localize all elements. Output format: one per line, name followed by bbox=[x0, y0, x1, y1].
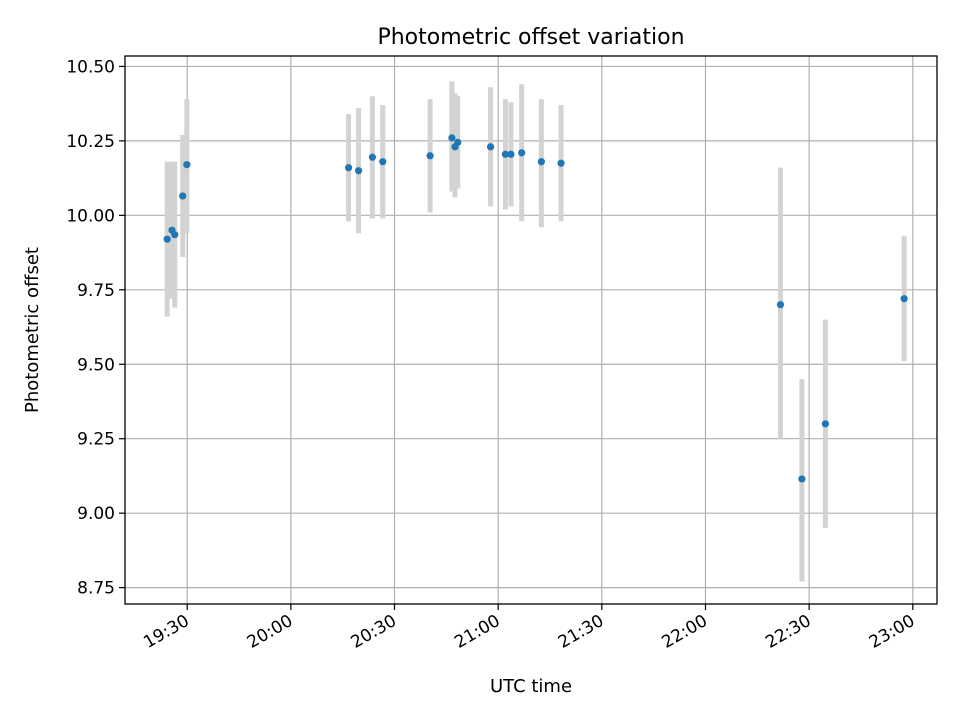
y-tick-label: 9.25 bbox=[77, 430, 115, 450]
grid bbox=[125, 56, 937, 604]
x-tick-label: 22:00 bbox=[659, 611, 711, 653]
data-point bbox=[557, 159, 565, 167]
data-point bbox=[798, 475, 806, 483]
data-point bbox=[518, 149, 526, 157]
data-points bbox=[163, 134, 908, 483]
data-point bbox=[486, 143, 495, 151]
x-tick-label: 19:30 bbox=[140, 611, 192, 653]
data-point bbox=[448, 134, 456, 142]
y-tick-label: 9.75 bbox=[77, 281, 115, 301]
x-tick-label: 21:00 bbox=[451, 611, 503, 653]
x-tick-label: 21:30 bbox=[555, 611, 607, 653]
data-point bbox=[501, 150, 510, 158]
y-tick-label: 10.50 bbox=[66, 57, 115, 77]
data-point bbox=[171, 231, 179, 239]
chart-title: Photometric offset variation bbox=[377, 25, 684, 50]
x-axis-ticks: 19:30 20:00 20:30 21:00 21:30 22:00 22:30 23:00 bbox=[140, 604, 918, 653]
data-point bbox=[354, 167, 363, 175]
x-tick-label: 20:00 bbox=[244, 611, 296, 653]
y-tick-label: 10.25 bbox=[66, 132, 115, 152]
error-bars bbox=[164, 81, 907, 582]
data-point bbox=[183, 161, 191, 169]
x-tick-label: 23:00 bbox=[866, 611, 918, 653]
data-point bbox=[344, 164, 353, 172]
y-tick-label: 10.00 bbox=[66, 206, 115, 226]
data-point bbox=[537, 158, 545, 166]
data-point bbox=[821, 420, 829, 428]
y-axis-ticks: 8.75 9.00 9.25 9.50 9.75 10.00 10.25 10.50 bbox=[66, 57, 125, 599]
data-point bbox=[454, 138, 462, 146]
y-tick-label: 9.50 bbox=[77, 355, 115, 375]
data-point bbox=[507, 150, 515, 158]
x-tick-label: 22:30 bbox=[762, 611, 814, 653]
data-point bbox=[426, 152, 434, 160]
y-tick-label: 8.75 bbox=[77, 579, 115, 599]
y-axis-label: Photometric offset bbox=[22, 247, 43, 413]
x-tick-label: 20:30 bbox=[348, 611, 400, 653]
x-axis-label: UTC time bbox=[490, 676, 572, 697]
data-point bbox=[368, 153, 377, 161]
data-point bbox=[776, 301, 785, 309]
data-point bbox=[163, 235, 171, 243]
data-point bbox=[379, 158, 387, 166]
y-tick-label: 9.00 bbox=[77, 504, 115, 524]
plot-frame bbox=[124, 55, 938, 605]
data-point bbox=[179, 192, 187, 200]
data-point bbox=[900, 295, 908, 303]
